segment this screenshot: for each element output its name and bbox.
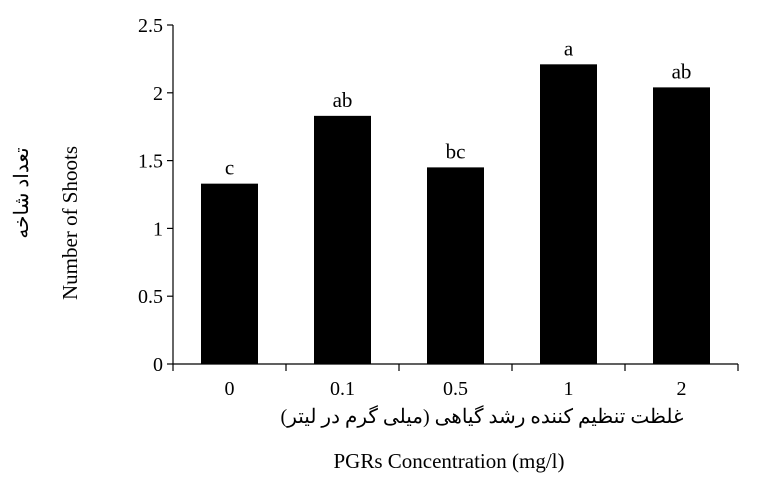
y-axis-title: Number of Shoots bbox=[58, 146, 82, 300]
significance-letter: bc bbox=[446, 139, 466, 163]
y-tick-label: 1.5 bbox=[138, 151, 163, 173]
x-ticks-group: 0 0.1 0.5 1 2 bbox=[172, 364, 739, 400]
x-axis-title-fa: غلظت تنظیم کننده رشد گیاهی (میلی گرم در … bbox=[281, 405, 684, 428]
significance-letter: ab bbox=[333, 88, 353, 112]
significance-letter: a bbox=[564, 36, 574, 60]
y-tick-label: 2 bbox=[153, 83, 163, 105]
x-tick-label: 0.5 bbox=[443, 378, 468, 400]
significance-letter: ab bbox=[672, 59, 692, 83]
x-tick-label: 0.1 bbox=[330, 378, 355, 400]
bar-0 bbox=[201, 183, 258, 364]
bar-0.1 bbox=[314, 115, 371, 365]
bar-0.5 bbox=[427, 167, 484, 364]
y-tick-label: 2.5 bbox=[138, 15, 163, 37]
y-tick-label: 0.5 bbox=[138, 286, 163, 308]
bar-1 bbox=[540, 64, 597, 364]
significance-letter: c bbox=[225, 156, 234, 180]
x-tick-label: 2 bbox=[677, 378, 687, 400]
bar-2 bbox=[653, 87, 710, 364]
bars-group bbox=[201, 64, 710, 365]
x-tick-label: 1 bbox=[564, 378, 574, 400]
y-tick-label: 0 bbox=[153, 354, 163, 376]
x-tick-label: 0 bbox=[225, 378, 235, 400]
y-axis-title-fa: تعداد شاخه bbox=[11, 147, 33, 238]
x-axis-title: PGRs Concentration (mg/l) bbox=[334, 449, 565, 473]
bar-labels-group: c ab bc a ab bbox=[225, 36, 692, 179]
y-tick-label: 1 bbox=[153, 218, 163, 240]
y-ticks-group: 0 0.5 1 1.5 2 2.5 bbox=[138, 15, 173, 376]
